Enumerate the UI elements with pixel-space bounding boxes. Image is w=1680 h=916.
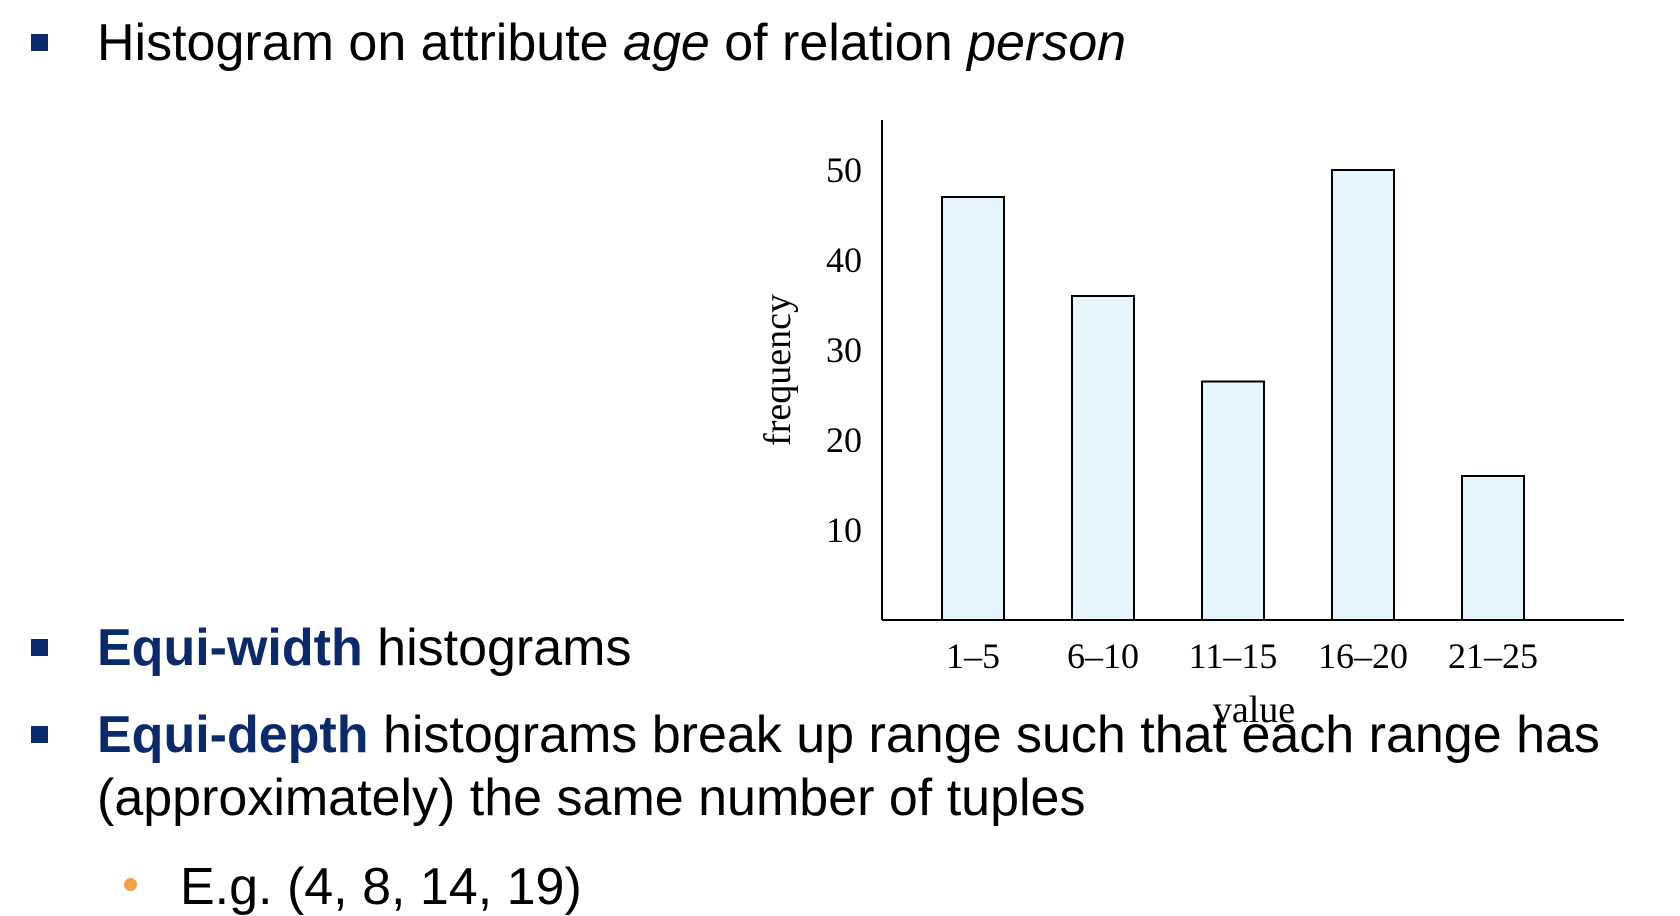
- equi-width-term: Equi-width: [97, 619, 363, 677]
- heading-middle: of relation: [709, 14, 968, 72]
- x-tick-label: 1–5: [946, 636, 1000, 676]
- x-tick-label: 16–20: [1318, 636, 1408, 676]
- heading-attribute: age: [623, 14, 710, 72]
- bar-3: [1201, 380, 1265, 621]
- y-tick-label: 10: [826, 510, 862, 550]
- x-tick-label: 21–25: [1448, 636, 1538, 676]
- equi-width-bullet: Equi-width histograms: [97, 618, 631, 678]
- bar-5: [1461, 475, 1525, 621]
- y-tick-label: 50: [826, 150, 862, 190]
- bars-group: [941, 169, 1525, 621]
- equi-depth-bullet-line2: (approximately) the same number of tuple…: [97, 768, 1085, 828]
- x-tick-labels: 1–5 6–10 11–15 16–20 21–25: [946, 636, 1538, 676]
- bar-4: [1331, 169, 1395, 621]
- x-tick-label: 11–15: [1189, 636, 1278, 676]
- equi-depth-rest-line1: histograms break up range such that each…: [368, 706, 1600, 764]
- sub-bullet-example: E.g. (4, 8, 14, 19): [180, 857, 582, 916]
- y-tick-labels: 10 20 30 40 50: [826, 150, 862, 550]
- sub-bullet-text: E.g. (4, 8, 14, 19): [180, 858, 582, 916]
- bullet-square-icon: [31, 34, 48, 51]
- equi-depth-term: Equi-depth: [97, 706, 369, 764]
- y-tick-label: 30: [826, 330, 862, 370]
- y-tick-label: 20: [826, 420, 862, 460]
- y-tick-label: 40: [826, 240, 862, 280]
- heading-prefix: Histogram on attribute: [97, 14, 624, 72]
- heading-relation: person: [967, 14, 1127, 72]
- bar-1: [941, 196, 1005, 621]
- equi-depth-bullet-line1: Equi-depth histograms break up range suc…: [97, 705, 1600, 765]
- equi-depth-rest-line2: (approximately) the same number of tuple…: [97, 769, 1086, 827]
- bar-2: [1071, 295, 1135, 621]
- y-axis-label: frequency: [757, 294, 799, 446]
- bullet-square-icon: [31, 639, 48, 656]
- bullet-square-icon: [31, 726, 48, 743]
- x-tick-label: 6–10: [1067, 636, 1139, 676]
- equi-width-rest: histograms: [362, 619, 632, 677]
- histogram-heading: Histogram on attribute age of relation p…: [97, 13, 1126, 73]
- sub-bullet-dot-icon: [124, 878, 137, 891]
